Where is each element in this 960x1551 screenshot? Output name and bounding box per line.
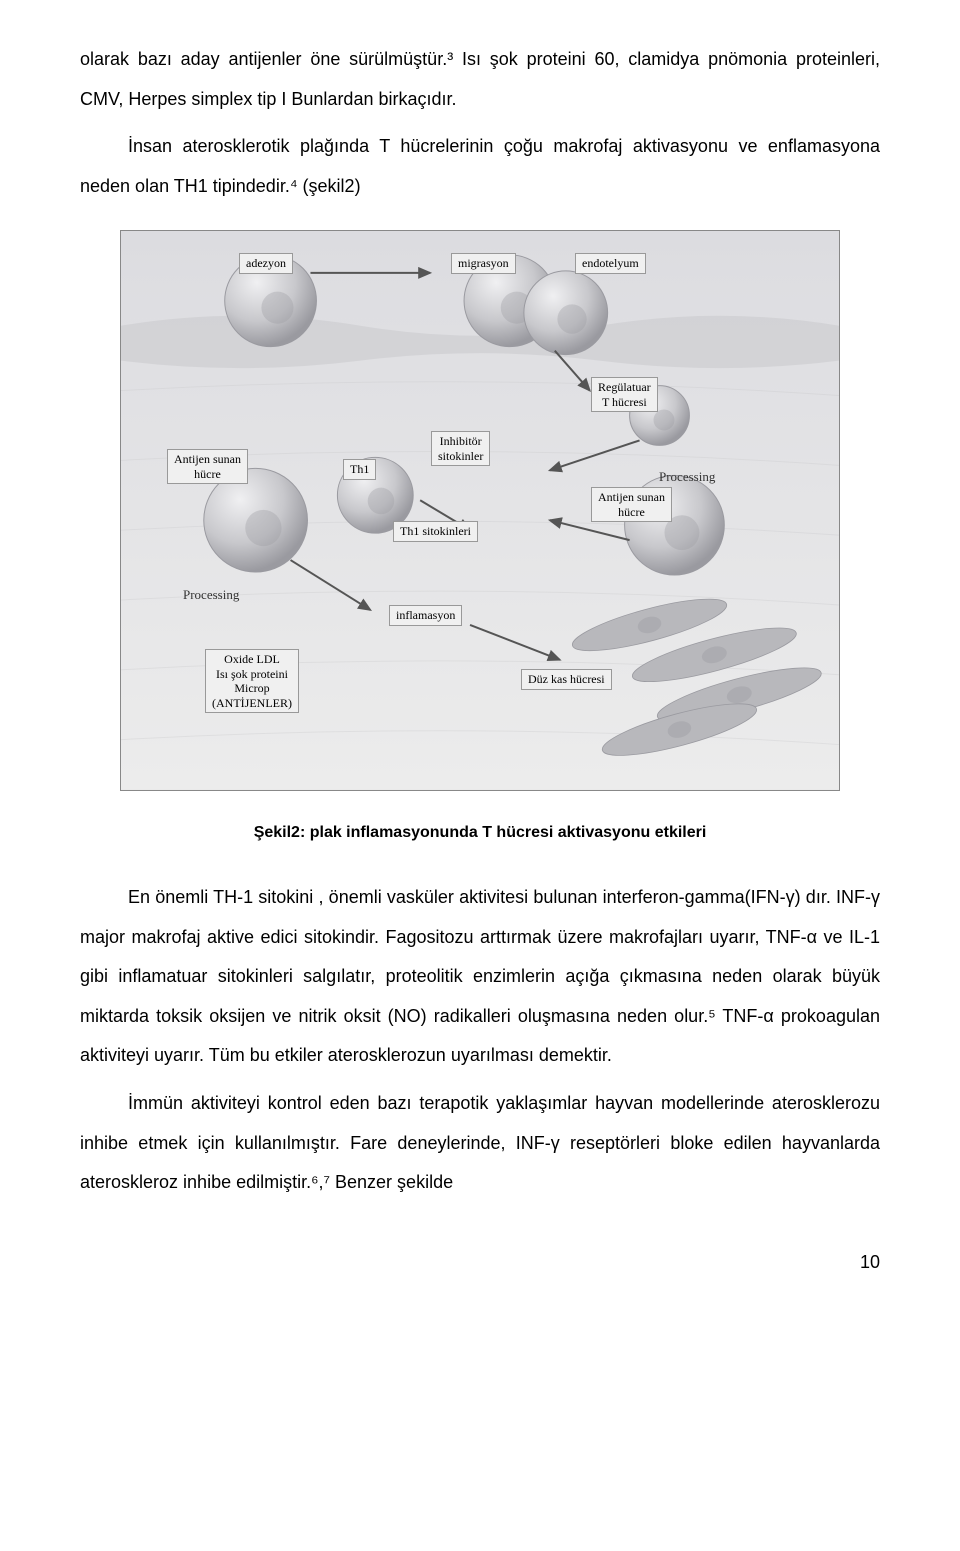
paragraph-1: olarak bazı aday antijenler öne sürülmüş…: [80, 40, 880, 119]
page-number: 10: [80, 1243, 880, 1283]
paragraph-3: En önemli TH-1 sitokini , önemli vasküle…: [80, 878, 880, 1076]
figure-label: Oxide LDLIsı şok proteiniMicrop(ANTİJENL…: [205, 649, 299, 713]
figure-label: RegülatuarT hücresi: [591, 377, 658, 412]
figure-label: Antijen sunanhücre: [591, 487, 672, 522]
figure-label: migrasyon: [451, 253, 516, 273]
paragraph-4: İmmün aktiviteyi kontrol eden bazı terap…: [80, 1084, 880, 1203]
figure-label: Antijen sunanhücre: [167, 449, 248, 484]
figure-2-caption: Şekil2: plak inflamasyonunda T hücresi a…: [80, 815, 880, 850]
figure-label: endotelyum: [575, 253, 646, 273]
figure-label: Processing: [183, 581, 239, 610]
figure-label: inflamasyon: [389, 605, 462, 625]
figure-label: adezyon: [239, 253, 293, 273]
paragraph-2: İnsan aterosklerotik plağında T hücreler…: [80, 127, 880, 206]
figure-label: Düz kas hücresi: [521, 669, 612, 689]
figure-label: Th1: [343, 459, 376, 479]
figure-label: Processing: [659, 463, 715, 492]
figure-2-diagram: adezyon migrasyon endotelyum RegülatuarT hü…: [120, 230, 840, 790]
figure-label: Th1 sitokinleri: [393, 521, 478, 541]
figure-label: Inhibitörsitokinler: [431, 431, 490, 466]
